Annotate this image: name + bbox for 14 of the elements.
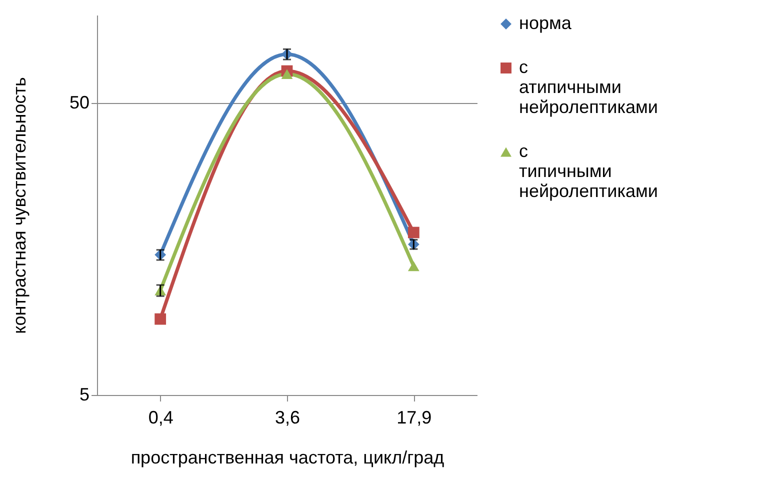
legend-label: норма <box>519 13 572 33</box>
point <box>408 261 420 272</box>
point <box>408 226 420 238</box>
y-tick-label: 50 <box>69 92 90 112</box>
y-axis-title: контрастная чувствительность <box>9 77 30 334</box>
legend-label: с типичными нейролептиками <box>519 141 658 201</box>
point <box>154 313 166 325</box>
x-axis-title: пространственная частота, цикл/град <box>130 448 445 468</box>
x-tick-label: 0,4 <box>148 408 174 428</box>
legend-label: с атипичными нейролептиками <box>519 57 658 117</box>
point <box>281 69 293 79</box>
x-tick-label: 3,6 <box>274 408 300 428</box>
x-tick-label: 17,9 <box>396 408 432 428</box>
y-tick-label: 5 <box>79 384 90 404</box>
